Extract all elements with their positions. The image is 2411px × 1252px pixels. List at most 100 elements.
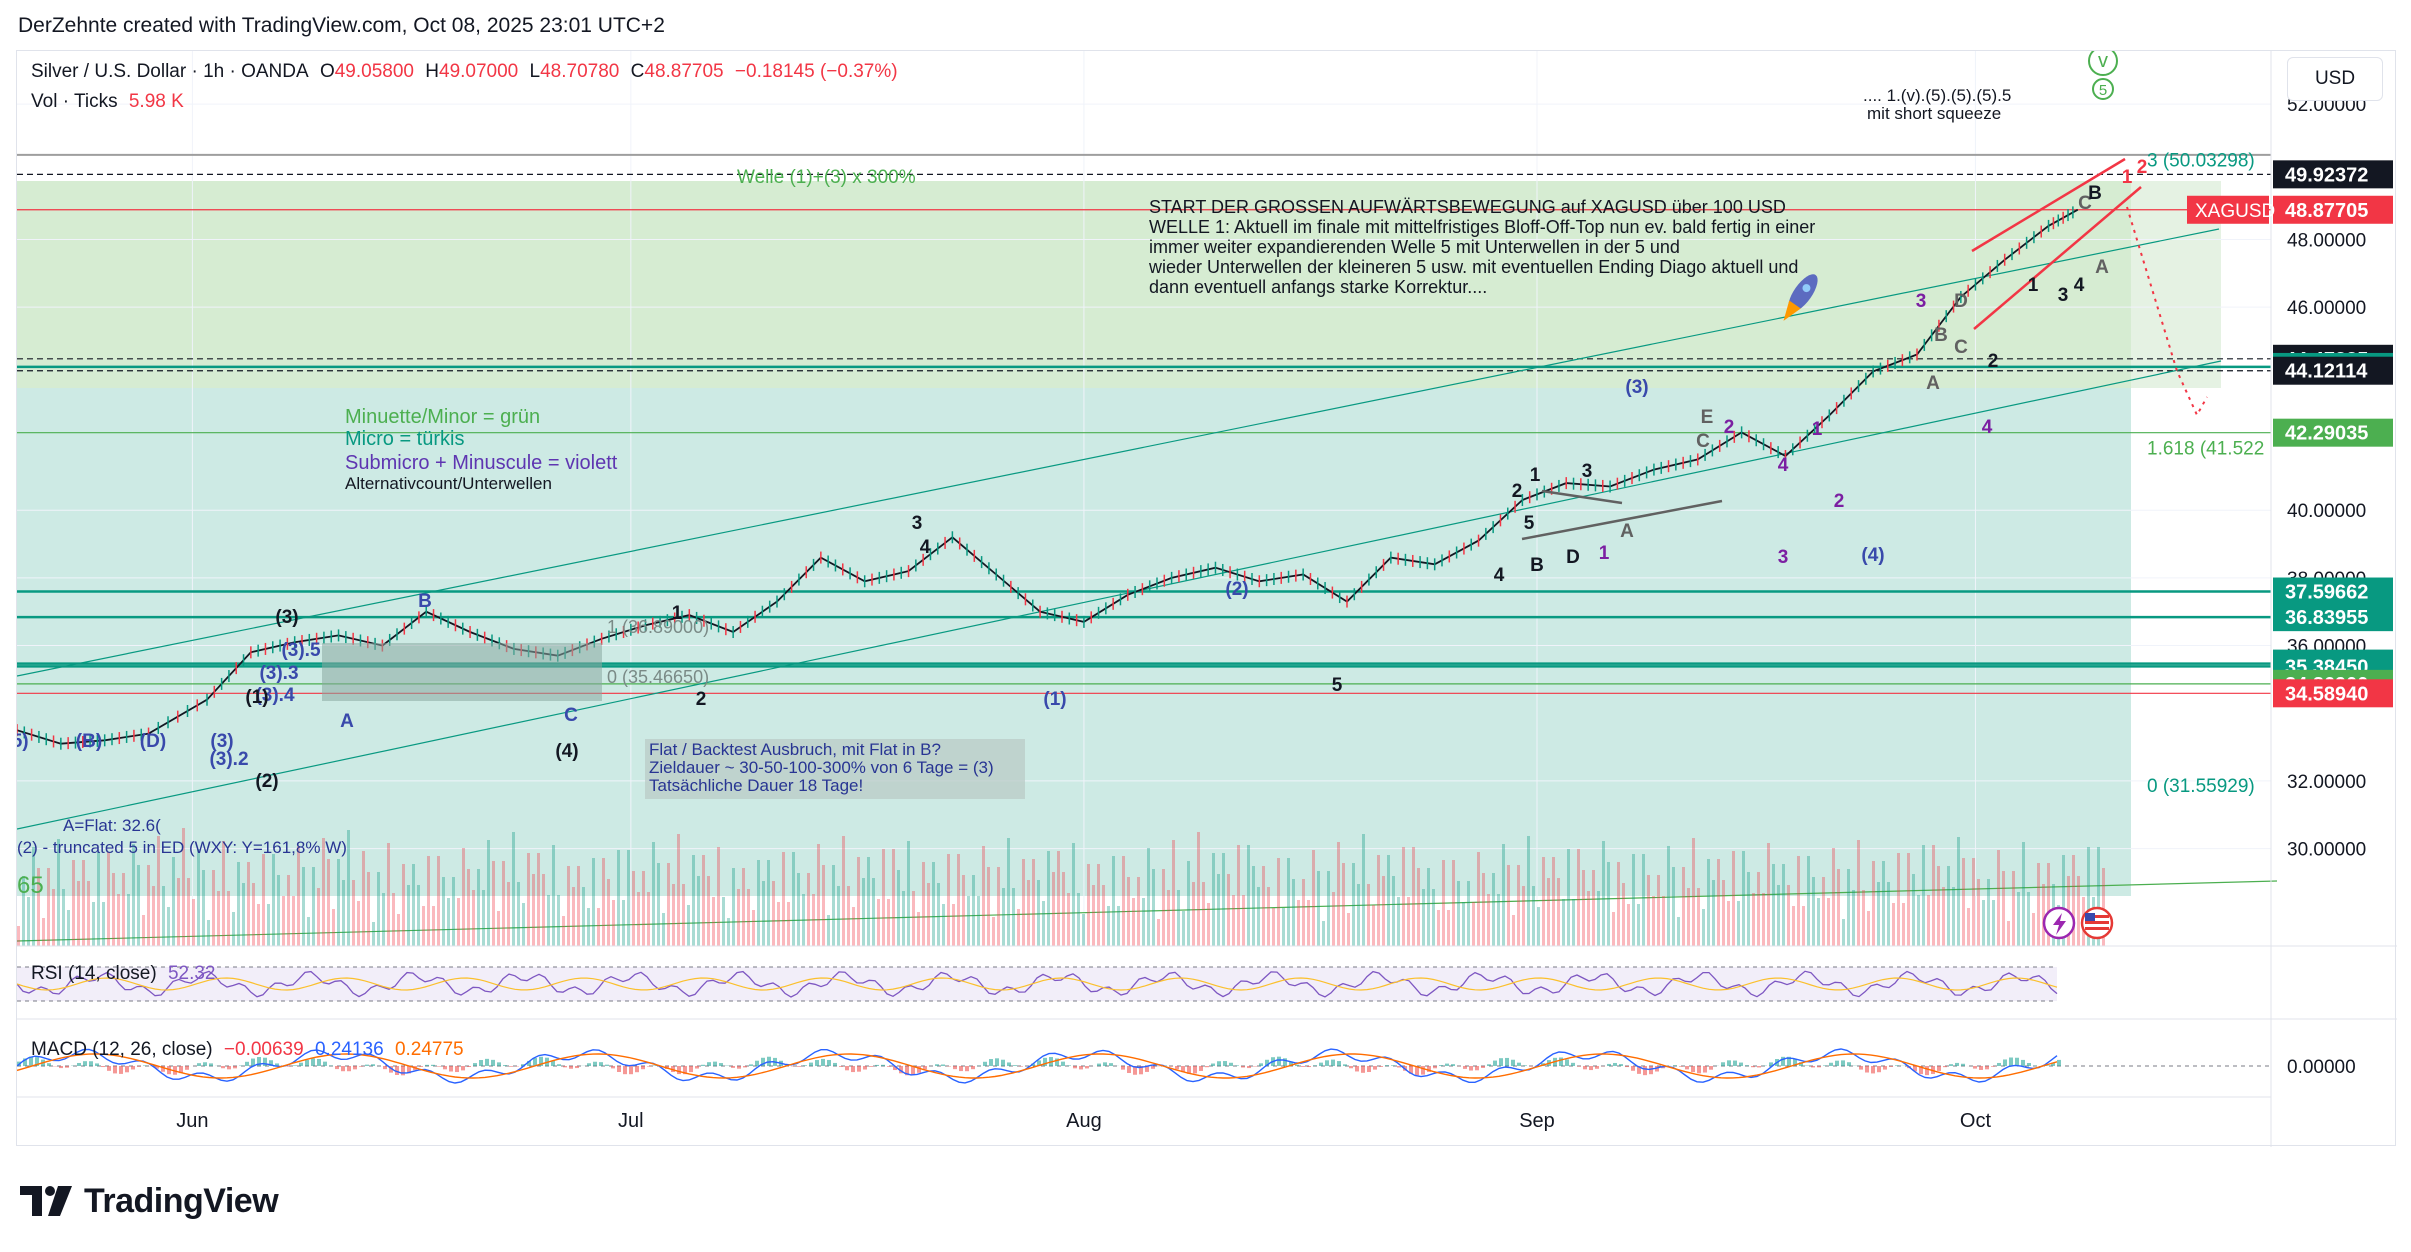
volume-bar	[1937, 866, 1940, 946]
macd-hist-value: 0.24775	[394, 1039, 464, 1060]
macd-hist-bar	[1433, 1066, 1437, 1069]
volume-bar	[732, 868, 735, 946]
volume-bar	[207, 920, 210, 946]
macd-hist-bar	[1937, 1066, 1941, 1071]
wave-label: B	[1530, 555, 1544, 576]
wave-label: B	[418, 591, 432, 612]
rsi-label: RSI (14, close)	[31, 963, 157, 984]
volume-bar	[572, 887, 575, 946]
volume-bar	[687, 905, 690, 946]
macd-hist-bar	[599, 1062, 603, 1066]
macd-hist-bar	[503, 1065, 507, 1066]
chart-frame[interactable]: START DER GROSSEN AUFWÄRTSBEWEGUNG auf X…	[16, 50, 2397, 1147]
volume-legend[interactable]: Vol · Ticks 5.98 K	[31, 91, 190, 113]
tradingview-logo[interactable]: TradingView	[20, 1180, 279, 1222]
base-trend-line	[17, 880, 2278, 942]
us-flag-icon[interactable]	[2080, 906, 2114, 940]
macd-hist-bar	[287, 1066, 291, 1067]
volume-bar	[1092, 885, 1095, 946]
x-tick-label: Jul	[618, 1110, 644, 1132]
volume-bar	[1032, 859, 1035, 946]
volume-bar	[1707, 859, 1710, 946]
volume-bar	[107, 852, 110, 946]
volume-bar	[832, 865, 835, 946]
volume-bar	[602, 858, 605, 946]
volume-bar	[327, 859, 330, 946]
macd-hist-bar	[275, 1063, 279, 1066]
wave-label: (3).2	[209, 749, 248, 770]
macd-hist-bar	[1223, 1061, 1227, 1066]
macd-hist-bar	[1577, 1066, 1581, 1067]
volume-bar	[432, 906, 435, 946]
macd-hist-bar	[905, 1066, 909, 1076]
short-squeeze-annotation: mit short squeeze	[1867, 104, 2001, 123]
volume-bar	[97, 852, 100, 946]
rsi-series	[17, 970, 2058, 998]
price-tag-bg	[2273, 356, 2393, 385]
macd-hist-bar	[1235, 1065, 1239, 1066]
volume-bar	[1017, 909, 1020, 946]
volume-bar	[772, 881, 775, 946]
volume-bar	[1207, 903, 1210, 946]
volume-bar	[2042, 884, 2045, 946]
volume-bar	[1062, 872, 1065, 946]
volume-bar	[417, 885, 420, 946]
rsi-legend[interactable]: RSI (14, close) 52.32	[31, 963, 221, 985]
volume-bar	[1762, 893, 1765, 946]
volume-bar	[882, 849, 885, 946]
symbol-name[interactable]: Silver / U.S. Dollar · 1h · OANDA	[31, 61, 309, 82]
macd-hist-bar	[821, 1058, 825, 1066]
macd-hist-bar	[605, 1064, 609, 1066]
volume-bar	[1607, 862, 1610, 946]
macd-hist-bar	[1055, 1058, 1059, 1066]
volume-bar	[677, 834, 680, 946]
volume-bar	[1157, 919, 1160, 946]
macd-hist-bar	[1883, 1066, 1887, 1070]
rsi-ma-line	[17, 977, 2058, 991]
wave-label: B	[1934, 325, 1948, 346]
volume-bar	[407, 885, 410, 946]
volume-bar	[2102, 868, 2105, 946]
macd-hist-bar	[755, 1060, 759, 1066]
volume-bar	[672, 884, 675, 946]
volume-bar	[172, 857, 175, 946]
volume-bar	[1582, 870, 1585, 946]
macd-hist-bar	[1727, 1060, 1731, 1066]
macd-legend[interactable]: MACD (12, 26, close) −0.00639 0.24136 0.…	[31, 1039, 470, 1061]
macd-hist-bar	[815, 1060, 819, 1066]
volume-bar	[552, 845, 555, 946]
volume-bar	[1497, 894, 1500, 946]
body-line-4: dann eventuell anfangs starke Korrektur.…	[1149, 277, 1487, 297]
volume-bar	[1677, 917, 1680, 946]
volume-bar	[1147, 848, 1150, 946]
macd-hist-bar	[65, 1066, 69, 1068]
volume-bar	[717, 847, 720, 946]
macd-hist-bar	[221, 1066, 225, 1069]
macd-hist-bar	[737, 1066, 741, 1069]
macd-hist-bar	[911, 1066, 915, 1076]
circled-wave-marker	[2088, 51, 2118, 76]
symbol-legend[interactable]: Silver / U.S. Dollar · 1h · OANDA O49.05…	[31, 61, 904, 83]
macd-hist-bar	[995, 1058, 999, 1066]
volume-bar	[562, 916, 565, 946]
volume-bar	[2037, 863, 2040, 946]
flat-a-note: A=Flat: 32.6(	[63, 816, 161, 835]
volume-bar	[1412, 847, 1415, 946]
welle-label: Welle (1)+(3) x 300%	[737, 167, 916, 188]
volume-bar	[1702, 909, 1705, 946]
wave-label: (B)	[76, 731, 102, 752]
currency-button[interactable]: USD	[2287, 57, 2383, 101]
volume-bar	[1387, 855, 1390, 946]
lightning-icon[interactable]	[2042, 906, 2076, 940]
volume-bar	[1042, 901, 1045, 946]
volume-bar	[37, 868, 40, 946]
price-chart[interactable]: START DER GROSSEN AUFWÄRTSBEWEGUNG auf X…	[17, 51, 2397, 1147]
volume-bar	[637, 892, 640, 946]
macd-hist-bar	[1133, 1066, 1137, 1075]
volume-bar	[192, 899, 195, 946]
macd-hist-bar	[1685, 1066, 1689, 1070]
wave-label: D	[1954, 291, 1968, 312]
macd-hist-bar	[1517, 1062, 1521, 1066]
volume-bar	[1082, 914, 1085, 946]
triangle-lower	[1521, 499, 1723, 541]
